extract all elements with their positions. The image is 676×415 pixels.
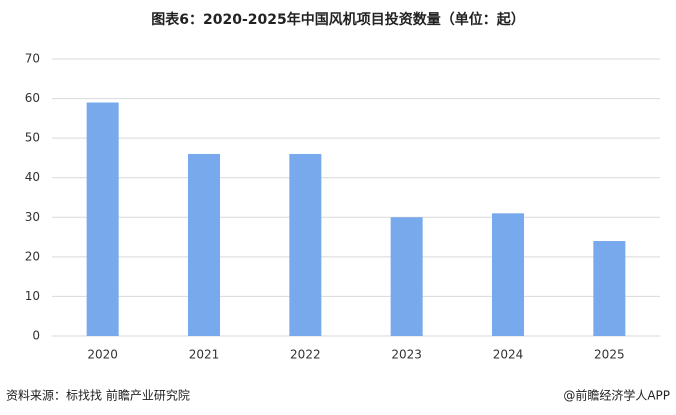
bar <box>289 153 322 336</box>
bar <box>86 102 119 337</box>
y-tick-label: 70 <box>25 52 40 66</box>
x-tick-label: 2020 <box>87 348 118 362</box>
bar <box>188 153 220 336</box>
x-tick-label: 2022 <box>290 348 321 362</box>
y-tick-label: 0 <box>32 329 40 343</box>
credit: @前瞻经济学人APP <box>563 388 670 403</box>
y-tick-label: 50 <box>25 131 40 145</box>
x-tick-label: 2021 <box>189 348 220 362</box>
chart-title: 图表6：2020-2025年中国风机项目投资数量（单位：起） <box>151 11 524 28</box>
y-tick-label: 20 <box>25 249 40 263</box>
y-tick-label: 40 <box>25 170 40 184</box>
x-tick-label: 2024 <box>493 348 524 362</box>
y-tick-label: 60 <box>25 91 40 105</box>
y-tick-label: 30 <box>25 210 40 224</box>
y-tick-label: 10 <box>25 289 40 303</box>
x-tick-label: 2025 <box>594 348 625 362</box>
x-tick-label: 2023 <box>391 348 422 362</box>
bar <box>593 241 626 336</box>
bar <box>492 213 524 336</box>
source-note: 资料来源：标找找 前瞻产业研究院 <box>6 388 190 403</box>
bar <box>390 217 423 336</box>
